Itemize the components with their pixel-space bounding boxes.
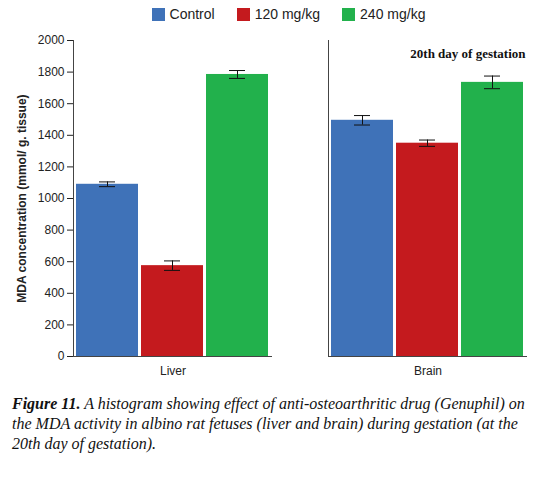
html-text:120 mg/kg: 120 mg/kg bbox=[254, 6, 321, 22]
svg-text:1600: 1600 bbox=[38, 97, 65, 111]
svg-text:20th day of gestation: 20th day of gestation bbox=[410, 46, 526, 61]
svg-text:2000: 2000 bbox=[38, 33, 65, 47]
html-text:Figure 11. A histogram showing: Figure 11. A histogram showing effect of… bbox=[12, 395, 525, 452]
svg-text:MDA concentration (mmol/ g. ti: MDA concentration (mmol/ g. tissue) bbox=[15, 94, 29, 302]
svg-text:0: 0 bbox=[58, 349, 65, 363]
svg-text:Liver: Liver bbox=[160, 364, 186, 378]
html-text:Control: Control bbox=[169, 6, 215, 22]
svg-text:1800: 1800 bbox=[38, 65, 65, 79]
html-text:240 mg/kg: 240 mg/kg bbox=[360, 6, 426, 22]
svg-text:400: 400 bbox=[44, 286, 64, 300]
svg-text:600: 600 bbox=[44, 255, 64, 269]
svg-text:1400: 1400 bbox=[38, 128, 65, 142]
svg-text:800: 800 bbox=[44, 223, 64, 237]
svg-text:200: 200 bbox=[44, 318, 64, 332]
svg-text:1200: 1200 bbox=[38, 160, 65, 174]
svg-text:1000: 1000 bbox=[38, 191, 65, 205]
svg-text:Brain: Brain bbox=[414, 364, 442, 378]
